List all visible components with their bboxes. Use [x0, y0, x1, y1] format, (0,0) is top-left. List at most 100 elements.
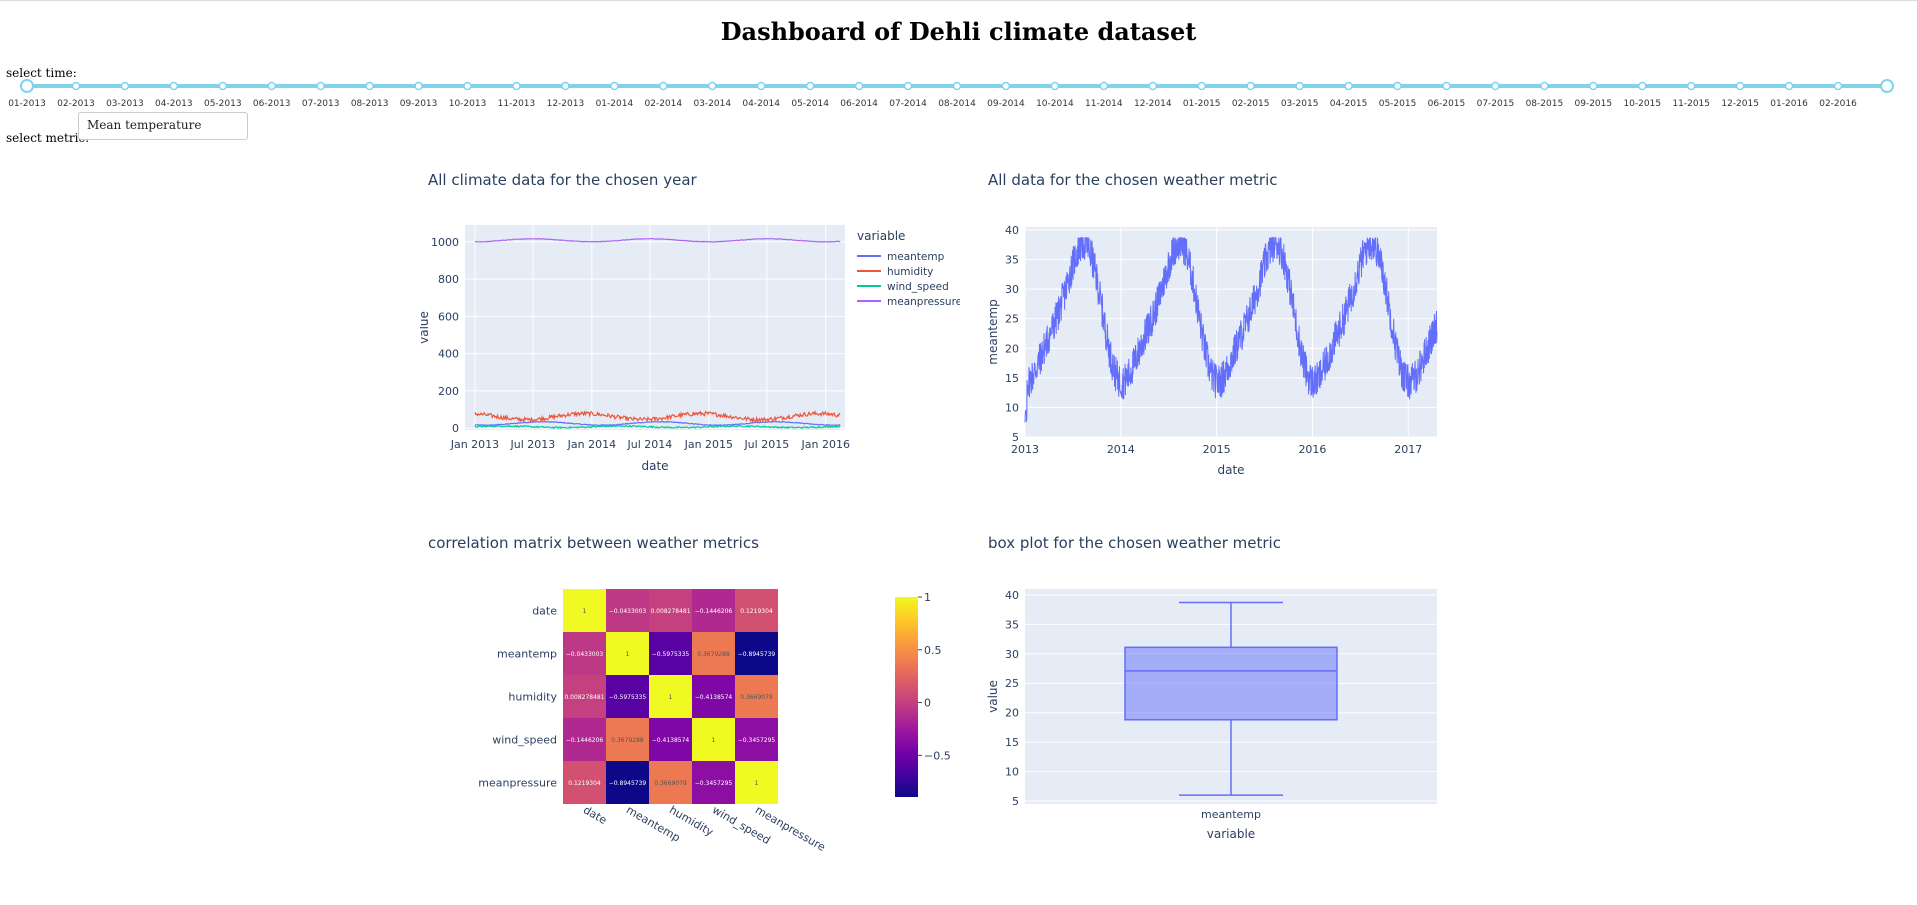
series-line-meanpressure[interactable] [474, 237, 841, 243]
box-plot-svg[interactable]: 5 10 15 20 25 30 35 40 meantemp variable value [980, 525, 1480, 865]
slider-dot[interactable] [1686, 81, 1696, 91]
heatmap-value-label: 1 [712, 737, 716, 744]
heatmap-value-label: −0.0433003 [566, 651, 604, 658]
slider-dot[interactable] [708, 81, 717, 91]
heatmap-cell[interactable] [692, 632, 735, 675]
slider-dot[interactable] [952, 81, 962, 91]
heatmap-cell[interactable] [606, 675, 649, 718]
heatmap-cell[interactable] [692, 761, 735, 804]
heatmap-cell[interactable] [735, 761, 778, 804]
heatmap-cell[interactable] [692, 589, 735, 632]
select-metric-label: select metric: [6, 131, 90, 145]
slider-dot[interactable] [561, 81, 570, 91]
heatmap-cell[interactable] [606, 589, 649, 632]
heatmap-cell[interactable] [606, 632, 649, 675]
slider-dot[interactable] [512, 81, 521, 91]
slider-mark-label: 09-2015 [1575, 99, 1613, 109]
heatmap-value-label: 0.1219304 [740, 608, 773, 615]
correlation-matrix-svg[interactable]: 1 −0.0433003 0.008278481 −0.1446206 0.121930… [420, 525, 960, 865]
slider-mark-label: 03-2013 [106, 99, 144, 109]
slider-dot[interactable] [1638, 81, 1647, 91]
slider-dot[interactable] [1295, 81, 1304, 91]
slider-dot[interactable] [1491, 81, 1500, 91]
slider-dot[interactable] [316, 81, 325, 91]
heatmap-cell[interactable] [649, 718, 692, 761]
metric-dropdown[interactable]: Mean temperature [78, 112, 248, 140]
y-tick-label: 15 [1005, 736, 1019, 749]
slider-dot[interactable] [1001, 81, 1011, 91]
slider-dot[interactable] [1393, 81, 1402, 91]
slider-dot[interactable] [1099, 81, 1109, 91]
colorbar-tick-label: 0 [924, 697, 931, 710]
heatmap-value-label: −0.3457295 [738, 737, 776, 744]
metric-timeseries-chart[interactable]: All data for the chosen weather metric 5… [980, 160, 1480, 500]
page-title: Dashboard of Dehli climate dataset [720, 17, 1197, 46]
slider-mark-label: 01-2014 [596, 99, 634, 109]
series-line-meantemp[interactable] [474, 420, 841, 427]
heatmap-cell[interactable] [563, 589, 606, 632]
correlation-matrix-chart[interactable]: correlation matrix between weather metri… [420, 525, 960, 865]
series-line-meantemp[interactable] [1024, 237, 1438, 423]
all-climate-chart[interactable]: All climate data for the chosen year 0 20… [417, 160, 962, 500]
heatmap-row-label: meanpressure [478, 777, 557, 790]
y-tick-label: 1000 [431, 236, 459, 249]
slider-dot[interactable] [414, 81, 423, 91]
slider-handle-start[interactable] [20, 79, 34, 93]
slider-dot[interactable] [1344, 81, 1353, 91]
slider-dot[interactable] [218, 81, 228, 91]
y-tick-label: 5 [1012, 795, 1019, 808]
slider-dot[interactable] [1148, 81, 1158, 91]
slider-dot[interactable] [463, 81, 472, 91]
heatmap-cell[interactable] [649, 632, 692, 675]
metric-dropdown-value: Mean temperature [87, 118, 202, 132]
slider-dot[interactable] [1197, 81, 1206, 91]
slider-dot[interactable] [805, 81, 815, 91]
all-climate-chart-svg[interactable]: 0 200 400 600 800 1000 Jan 2013 Jul 2013 Jan 201… [417, 160, 962, 500]
slider-handle-end[interactable] [1880, 79, 1894, 93]
heatmap-cell[interactable] [606, 761, 649, 804]
slider-dot[interactable] [1540, 81, 1549, 91]
slider-dot[interactable] [365, 81, 374, 91]
heatmap-cell[interactable] [649, 675, 692, 718]
slider-dot[interactable] [1833, 81, 1843, 91]
slider-dot[interactable] [610, 81, 619, 91]
slider-dot[interactable] [1735, 81, 1745, 91]
heatmap-cell[interactable] [735, 589, 778, 632]
slider-dot[interactable] [1246, 81, 1255, 91]
slider-dot[interactable] [1589, 81, 1598, 91]
heatmap-cell[interactable] [606, 718, 649, 761]
slider-dot[interactable] [267, 81, 276, 91]
heatmap-cell[interactable] [563, 675, 606, 718]
heatmap-cell[interactable] [563, 761, 606, 804]
slider-dot[interactable] [756, 81, 766, 91]
slider-dot[interactable] [659, 81, 668, 91]
slider-dot[interactable] [71, 81, 81, 91]
heatmap-cell[interactable] [649, 761, 692, 804]
slider-dot[interactable] [1784, 81, 1794, 91]
time-range-slider[interactable]: 01-2013 02-2013 03-2013 04-2013 05-2013 06-20… [0, 72, 1917, 112]
x-tick-label: Jul 2015 [743, 438, 789, 451]
heatmap-cell[interactable] [563, 632, 606, 675]
heatmap-cell[interactable] [735, 675, 778, 718]
heatmap-cell[interactable] [735, 632, 778, 675]
slider-dot[interactable] [854, 81, 864, 91]
box-plot-chart[interactable]: box plot for the chosen weather metric 5… [980, 525, 1480, 865]
slider-dot[interactable] [1050, 81, 1060, 91]
slider-dot[interactable] [169, 81, 179, 91]
slider-dot[interactable] [120, 81, 130, 91]
metric-timeseries-chart-svg[interactable]: 5 10 15 20 25 30 35 40 2013 2014 2015 2016 2017 date m… [980, 160, 1480, 500]
slider-dot[interactable] [1442, 81, 1451, 91]
slider-dot[interactable] [903, 81, 913, 91]
y-axis-label: value [986, 680, 1000, 713]
series-line-wind-speed[interactable] [474, 424, 841, 430]
heatmap-cell[interactable] [692, 675, 735, 718]
heatmap-cell[interactable] [735, 718, 778, 761]
box-iqr[interactable] [1124, 646, 1338, 721]
series-line-humidity[interactable] [474, 410, 841, 424]
heatmap-col-label: date [581, 803, 609, 827]
heatmap-cell[interactable] [692, 718, 735, 761]
slider-graphic[interactable]: 01-2013 02-2013 03-2013 04-2013 05-2013 06-20… [0, 72, 1917, 112]
slider-mark-label: 03-2015 [1281, 99, 1319, 109]
heatmap-cell[interactable] [649, 589, 692, 632]
heatmap-cell[interactable] [563, 718, 606, 761]
